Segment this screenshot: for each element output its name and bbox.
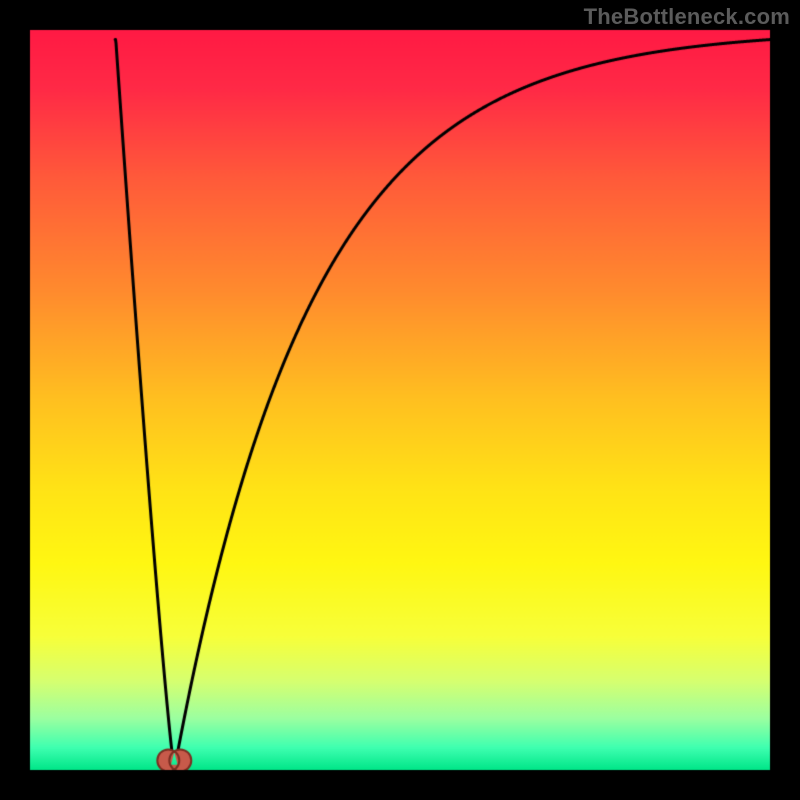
bottleneck-chart xyxy=(0,0,800,800)
watermark-text: TheBottleneck.com xyxy=(584,4,790,30)
chart-container: TheBottleneck.com xyxy=(0,0,800,800)
